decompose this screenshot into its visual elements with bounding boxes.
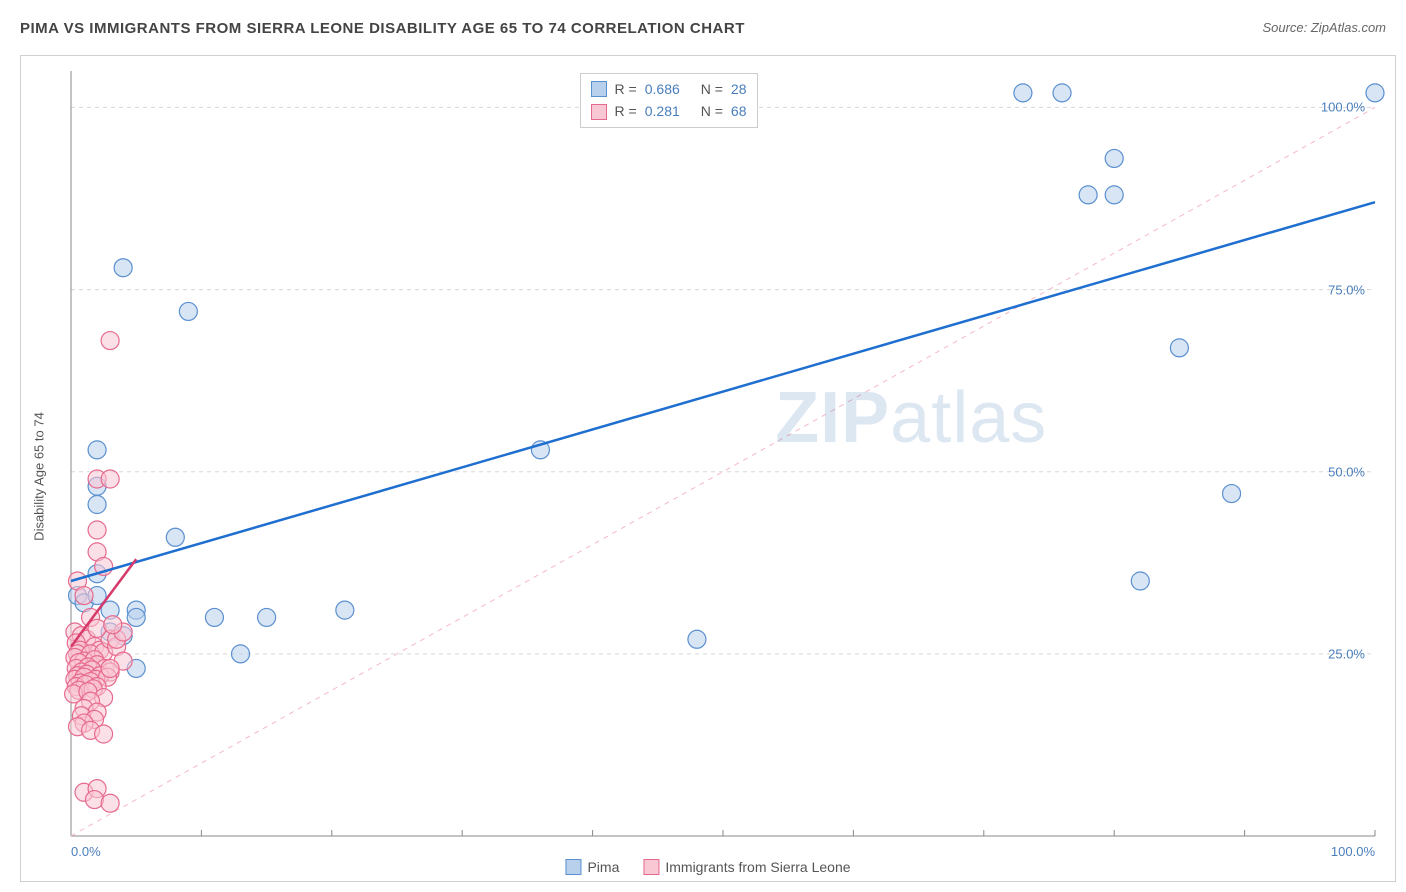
trend-line bbox=[71, 202, 1375, 581]
r-value: 0.281 bbox=[645, 100, 693, 122]
data-point bbox=[1105, 186, 1123, 204]
x-tick-label: 0.0% bbox=[71, 844, 101, 859]
data-point bbox=[1105, 149, 1123, 167]
stats-row: R = 0.281 N = 68 bbox=[591, 100, 747, 122]
chart-title: PIMA VS IMMIGRANTS FROM SIERRA LEONE DIS… bbox=[20, 20, 745, 37]
legend-swatch bbox=[565, 859, 581, 875]
legend: Pima Immigrants from Sierra Leone bbox=[565, 859, 850, 875]
data-point bbox=[127, 608, 145, 626]
chart-container: Disability Age 65 to 74 ZIPatlas R =0.68… bbox=[20, 55, 1396, 882]
r-label: R = bbox=[615, 78, 637, 100]
data-point bbox=[258, 608, 276, 626]
legend-label: Immigrants from Sierra Leone bbox=[665, 859, 850, 875]
y-axis-label: Disability Age 65 to 74 bbox=[32, 412, 47, 541]
data-point bbox=[85, 791, 103, 809]
data-point bbox=[166, 528, 184, 546]
x-tick-label: 100.0% bbox=[1331, 844, 1375, 859]
data-point bbox=[88, 521, 106, 539]
data-point bbox=[1053, 84, 1071, 102]
data-point bbox=[1079, 186, 1097, 204]
data-point bbox=[101, 794, 119, 812]
data-point bbox=[1131, 572, 1149, 590]
data-point bbox=[88, 441, 106, 459]
y-tick-label: 100.0% bbox=[1321, 100, 1365, 115]
stats-box: R = 0.686 N = 28 R = 0.281 N = 68 bbox=[580, 73, 758, 128]
data-point bbox=[75, 587, 93, 605]
n-value: 28 bbox=[731, 78, 747, 100]
y-tick-label: 75.0% bbox=[1328, 282, 1365, 297]
data-point bbox=[1223, 485, 1241, 503]
data-point bbox=[232, 645, 250, 663]
data-point bbox=[179, 302, 197, 320]
legend-item: Pima bbox=[565, 859, 619, 875]
n-label: N = bbox=[701, 100, 723, 122]
data-point bbox=[205, 608, 223, 626]
legend-label: Pima bbox=[587, 859, 619, 875]
y-tick-label: 50.0% bbox=[1328, 464, 1365, 479]
chart-header: PIMA VS IMMIGRANTS FROM SIERRA LEONE DIS… bbox=[20, 20, 1386, 50]
data-point bbox=[104, 616, 122, 634]
series-swatch bbox=[591, 104, 607, 120]
data-point bbox=[114, 259, 132, 277]
data-point bbox=[101, 659, 119, 677]
source-attribution: Source: ZipAtlas.com bbox=[1262, 20, 1386, 35]
stats-row: R = 0.686 N = 28 bbox=[591, 78, 747, 100]
data-point bbox=[1014, 84, 1032, 102]
data-point bbox=[336, 601, 354, 619]
data-point bbox=[95, 725, 113, 743]
data-point bbox=[88, 496, 106, 514]
r-value: 0.686 bbox=[645, 78, 693, 100]
y-tick-label: 25.0% bbox=[1328, 646, 1365, 661]
plot-area: ZIPatlas R =0.686N =28R =0.281N =68 bbox=[71, 71, 1375, 836]
scatter-plot-svg bbox=[71, 71, 1375, 836]
r-label: R = bbox=[615, 100, 637, 122]
n-value: 68 bbox=[731, 100, 747, 122]
legend-swatch bbox=[643, 859, 659, 875]
data-point bbox=[688, 630, 706, 648]
data-point bbox=[1366, 84, 1384, 102]
n-label: N = bbox=[701, 78, 723, 100]
data-point bbox=[101, 470, 119, 488]
series-swatch bbox=[591, 81, 607, 97]
data-point bbox=[1170, 339, 1188, 357]
legend-item: Immigrants from Sierra Leone bbox=[643, 859, 850, 875]
data-point bbox=[101, 332, 119, 350]
